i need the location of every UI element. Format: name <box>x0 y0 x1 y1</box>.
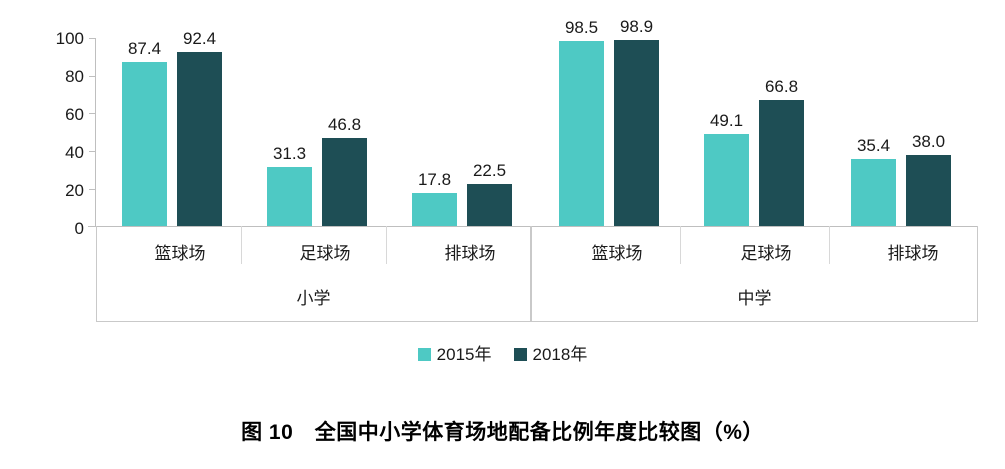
bar-zx-volleyball-2015[interactable] <box>851 159 896 226</box>
y-tick-label-60: 60 <box>65 105 84 124</box>
category-label-middle-football: 足球场 <box>740 244 792 263</box>
group-label-middle: 中学 <box>737 289 772 308</box>
y-tick-label-80: 80 <box>65 67 84 86</box>
category-divider-1 <box>241 226 242 264</box>
data-label-zx-volleyball-2018: 38.0 <box>911 131 946 151</box>
group-frame-primary <box>96 226 531 322</box>
legend-label-2018: 2018年 <box>532 345 588 364</box>
y-tick-label-100: 100 <box>55 29 84 48</box>
data-label-xx-volleyball-2018: 22.5 <box>472 160 507 180</box>
chart-legend: 2015年 2018年 <box>0 346 1005 363</box>
data-label-zx-basketball-2018: 98.9 <box>619 17 654 37</box>
y-axis-tick-40 <box>89 151 96 152</box>
y-tick-label-20: 20 <box>65 181 84 200</box>
data-label-zx-volleyball-2015: 35.4 <box>856 136 891 156</box>
bar-xx-football-2015[interactable] <box>267 167 312 226</box>
group-frame-middle <box>531 226 978 322</box>
bar-xx-football-2018[interactable] <box>322 138 367 226</box>
bar-zx-volleyball-2018[interactable] <box>906 154 951 226</box>
data-label-zx-football-2015: 49.1 <box>709 110 744 130</box>
bar-zx-basketball-2015[interactable] <box>559 40 604 226</box>
category-label-middle-volleyball: 排球场 <box>887 244 939 263</box>
x-axis-line <box>88 226 978 227</box>
legend-item-2015[interactable]: 2015年 <box>417 345 492 364</box>
y-tick-label-40: 40 <box>65 143 84 162</box>
figure-caption: 图 10 全国中小学体育场地配备比例年度比较图（%） <box>241 421 764 444</box>
y-axis-tick-60 <box>89 113 96 114</box>
bars-layer: 87.4 92.4 31.3 46.8 17.8 22.5 98.5 98.9 49.1 66.8… <box>0 18 1005 226</box>
data-label-zx-basketball-2015: 98.5 <box>564 17 599 37</box>
data-label-xx-basketball-2018: 92.4 <box>182 29 217 49</box>
y-tick-label-0: 0 <box>74 219 84 238</box>
category-divider-2 <box>386 226 387 264</box>
y-axis-line <box>95 38 96 226</box>
category-label-primary-volleyball: 排球场 <box>444 244 496 263</box>
legend-label-2015: 2015年 <box>436 345 492 364</box>
legend-item-2018[interactable]: 2018年 <box>513 345 588 364</box>
bar-zx-football-2018[interactable] <box>759 100 804 226</box>
y-axis-tick-20 <box>89 189 96 190</box>
category-divider-3 <box>680 226 681 264</box>
data-label-xx-football-2018: 46.8 <box>327 115 362 135</box>
data-label-xx-volleyball-2015: 17.8 <box>417 169 452 189</box>
category-label-primary-football: 足球场 <box>299 244 351 263</box>
legend-swatch-icon-2015 <box>417 348 431 361</box>
y-axis-labels: 100 80 60 40 20 0 <box>24 0 84 469</box>
bar-xx-volleyball-2015[interactable] <box>412 192 457 226</box>
y-axis-tick-80 <box>89 76 96 77</box>
category-divider-4 <box>829 226 830 264</box>
data-label-xx-basketball-2015: 87.4 <box>127 38 162 58</box>
group-label-primary: 小学 <box>296 289 331 308</box>
data-label-zx-football-2018: 66.8 <box>764 77 799 97</box>
bar-xx-volleyball-2018[interactable] <box>467 183 512 226</box>
y-axis-tick-100 <box>89 38 96 39</box>
legend-swatch-icon-2018 <box>513 348 527 361</box>
bar-xx-basketball-2018[interactable] <box>177 52 222 226</box>
category-label-primary-basketball: 篮球场 <box>154 244 206 263</box>
bar-xx-basketball-2015[interactable] <box>122 61 167 226</box>
data-label-xx-football-2015: 31.3 <box>272 144 307 164</box>
category-label-middle-basketball: 篮球场 <box>591 244 643 263</box>
bar-zx-football-2015[interactable] <box>704 133 749 226</box>
bar-zx-basketball-2018[interactable] <box>614 40 659 226</box>
